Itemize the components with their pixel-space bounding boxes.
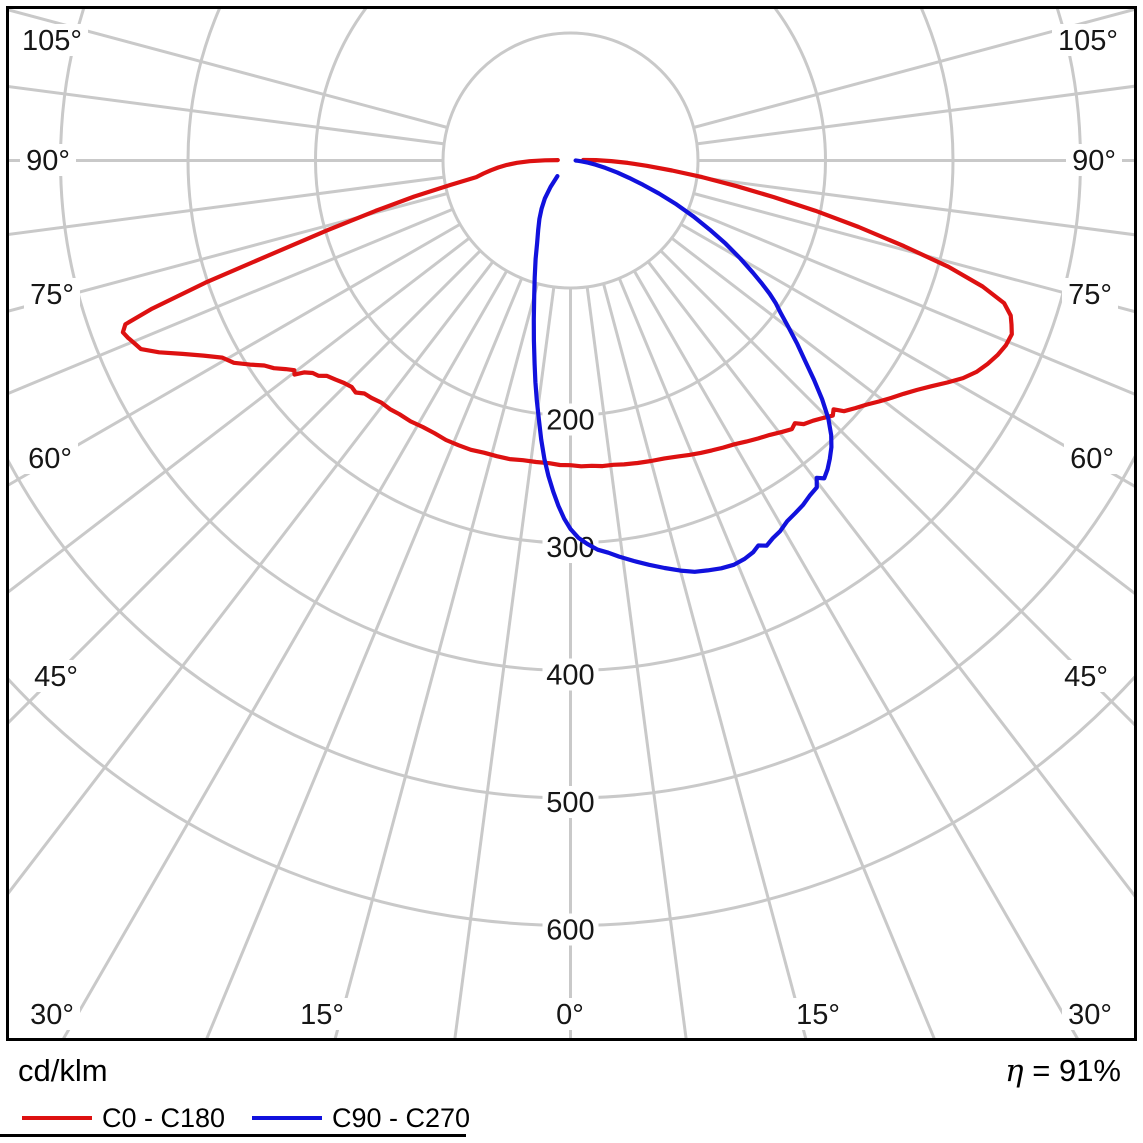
legend-label-c90-c270: C90 - C270 (332, 1102, 471, 1133)
svg-text:300: 300 (546, 532, 594, 564)
svg-text:90°: 90° (26, 145, 70, 177)
svg-text:15°: 15° (796, 999, 840, 1031)
svg-text:15°: 15° (300, 999, 344, 1031)
svg-text:30°: 30° (1068, 999, 1112, 1031)
svg-text:105°: 105° (1058, 25, 1118, 57)
svg-text:500: 500 (546, 787, 594, 819)
efficiency-value: = 91% (1023, 1053, 1121, 1088)
legend-label-c0-c180: C0 - C180 (102, 1102, 226, 1133)
svg-text:60°: 60° (1070, 443, 1114, 475)
svg-text:75°: 75° (30, 279, 74, 311)
svg-text:60°: 60° (28, 443, 72, 475)
legend-underline (0, 1134, 466, 1137)
eta-symbol: η (1005, 1053, 1024, 1089)
svg-text:45°: 45° (1064, 661, 1108, 693)
svg-text:30°: 30° (30, 999, 74, 1031)
svg-text:105°: 105° (22, 25, 82, 57)
svg-text:600: 600 (546, 915, 594, 947)
svg-text:200: 200 (546, 405, 594, 437)
efficiency-label: η = 91% (1005, 1053, 1121, 1089)
svg-text:45°: 45° (34, 661, 78, 693)
legend-line-c0-c180 (22, 1116, 92, 1120)
footer: cd/klm η = 91% C0 - C180 C90 - C270 (0, 1045, 1143, 1143)
legend-item-c0-c180: C0 - C180 (22, 1101, 225, 1135)
svg-text:0°: 0° (556, 999, 584, 1031)
svg-text:75°: 75° (1068, 279, 1112, 311)
unit-label: cd/klm (18, 1053, 108, 1088)
svg-text:400: 400 (546, 660, 594, 692)
legend-line-c90-c270 (252, 1116, 322, 1120)
photometric-polar-diagram: 200 300 400 500 600 0° 15° 15° 30° 30° 45° 45° 60° 60… (6, 6, 1137, 1041)
polar-chart-svg: 200 300 400 500 600 0° 15° 15° 30° 30° 45° 45° 60° 60… (6, 6, 1137, 1041)
legend-item-c90-c270: C90 - C270 (252, 1101, 470, 1135)
svg-text:90°: 90° (1072, 145, 1116, 177)
